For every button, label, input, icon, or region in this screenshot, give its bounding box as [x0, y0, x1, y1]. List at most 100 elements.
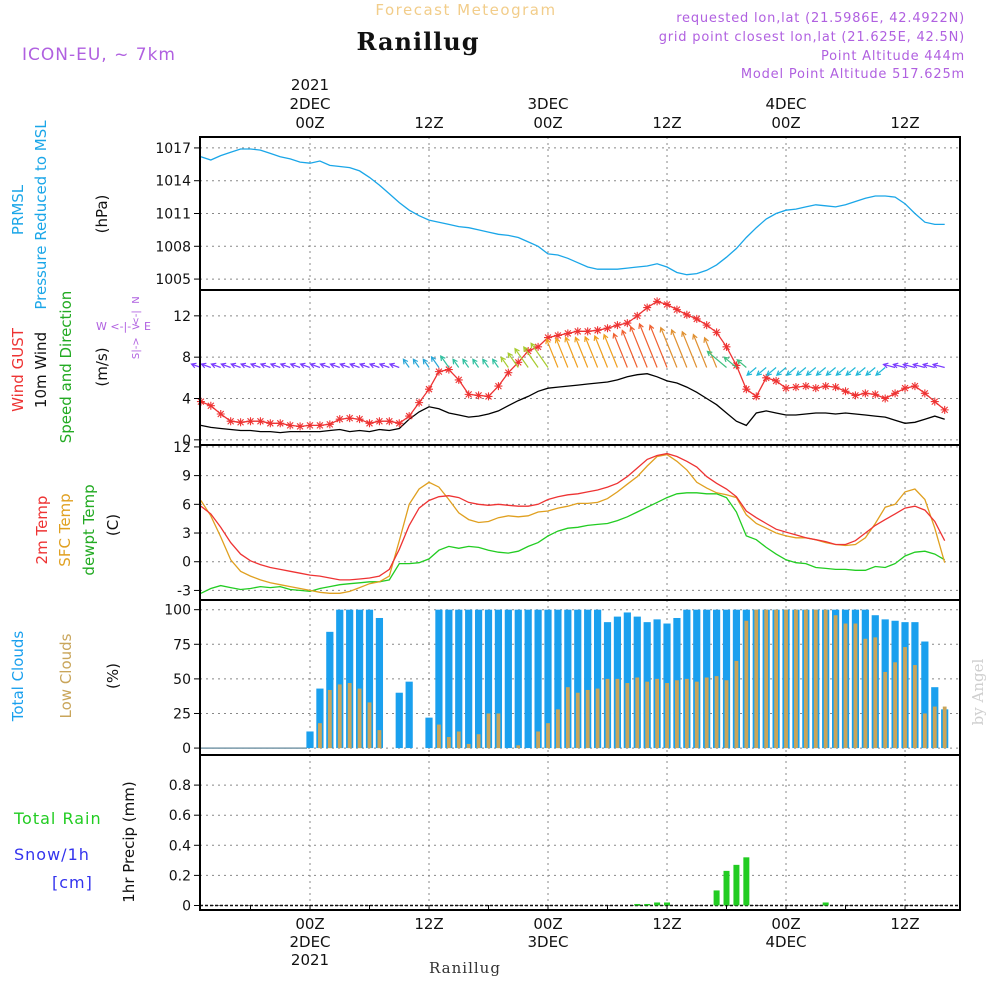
wind-direction-arrow — [412, 358, 420, 368]
low-cloud-bar — [466, 743, 471, 749]
gust-marker — [821, 382, 830, 391]
wind-direction-arrow — [530, 342, 549, 368]
total-cloud-bar — [693, 609, 701, 749]
wind-direction-arrow — [629, 325, 648, 368]
wind-direction-arrow — [440, 354, 450, 368]
compass-s-stem: |-> — [131, 337, 142, 352]
low-cloud-bar — [585, 689, 590, 749]
compass-n: N — [131, 296, 142, 303]
wind-direction-arrow — [523, 345, 539, 368]
wind-direction-arrow — [765, 367, 777, 377]
top-time-label: 00Z — [771, 114, 800, 132]
compass-n-stem: <-| — [131, 310, 142, 325]
low-cloud-bar — [873, 637, 878, 749]
low-cloud-bar — [833, 615, 838, 749]
low-cloud-bar — [684, 678, 689, 749]
total-cloud-bar — [564, 609, 572, 749]
top-time-label: 4DEC — [765, 95, 806, 113]
wind-direction-arrow — [422, 358, 430, 368]
gust-marker — [573, 327, 582, 336]
low-cloud-bar — [496, 713, 501, 749]
wind-direction-arrow — [279, 362, 291, 369]
low-cloud-bar — [803, 609, 808, 749]
pressure-title-2: Pressure Reduced to MSL — [32, 120, 50, 310]
gust-marker — [772, 376, 781, 385]
gust-marker — [454, 375, 463, 384]
total-rain-title: Total Rain — [13, 809, 102, 828]
low-cloud-bar — [595, 688, 600, 749]
wind-direction-arrow — [902, 362, 916, 369]
rain-bar — [822, 902, 829, 906]
y-tick-label: 0 — [182, 741, 191, 757]
low-cloud-bar — [546, 723, 550, 749]
temp-sfc-title: SFC Temp — [56, 493, 74, 566]
wind-direction-arrow — [892, 362, 906, 369]
y-tick-label: 9 — [182, 469, 191, 485]
y-tick-label: 3 — [182, 526, 191, 542]
y-tick-label: 1014 — [155, 174, 191, 190]
total-cloud-bar — [544, 609, 552, 749]
total-cloud-bar — [593, 609, 602, 749]
wind-gust-title: Wind GUST — [9, 327, 27, 412]
gust-marker — [702, 321, 711, 330]
gust-marker — [583, 327, 592, 336]
wind-direction-arrow — [638, 322, 658, 368]
wind-direction-arrow — [681, 330, 698, 368]
gust-marker — [553, 331, 562, 340]
low-cloud-bar — [437, 724, 441, 749]
gust-marker — [206, 401, 215, 410]
gust-marker — [623, 319, 632, 328]
wind-direction-arrow — [706, 350, 727, 368]
low-cloud-bar — [853, 623, 858, 749]
y-tick-label: 12 — [173, 440, 191, 456]
wind-direction-arrow — [402, 358, 410, 368]
gust-marker — [256, 417, 265, 426]
wind-direction-arrow — [554, 337, 569, 368]
low-cloud-bar — [675, 680, 679, 749]
rain-bar — [733, 864, 740, 906]
low-cloud-bar — [516, 745, 521, 749]
total-cloud-bar — [494, 609, 503, 749]
gust-marker — [891, 389, 900, 398]
low-cloud-bar — [377, 730, 382, 749]
cloud-panel-labels: Total Clouds Low Clouds (%) — [9, 631, 122, 723]
gust-marker — [266, 419, 275, 428]
wind-speed-title: Speed and Direction — [57, 291, 75, 444]
bottom-time-label: 2DEC — [289, 933, 330, 951]
gust-marker — [504, 368, 513, 377]
top-time-label: 00Z — [533, 114, 562, 132]
wind-direction-arrow — [659, 326, 678, 368]
wind-direction-arrow — [574, 336, 589, 368]
gust-marker — [226, 417, 235, 426]
bottom-time-label: 12Z — [652, 915, 681, 933]
rain-bar — [664, 902, 671, 906]
total-cloud-bar — [722, 609, 731, 749]
requested-coords: requested lon,lat (21.5986E, 42.4922N) — [676, 11, 965, 26]
gust-marker — [663, 300, 672, 309]
wind-direction-arrow — [875, 367, 886, 377]
wind-10m-title: 10m Wind — [32, 332, 50, 408]
gust-marker — [692, 314, 701, 323]
compass-s: S — [131, 353, 142, 359]
total-cloud-bar — [435, 609, 443, 749]
gust-marker — [385, 417, 394, 426]
gust-marker — [375, 417, 384, 426]
wind-direction-arrow — [378, 362, 390, 369]
gust-marker — [871, 390, 880, 399]
gust-marker — [603, 324, 612, 333]
bottom-time-label: 2021 — [291, 951, 329, 969]
gust-marker — [930, 397, 939, 406]
bottom-time-label: 00Z — [771, 915, 800, 933]
wind-direction-arrow — [931, 362, 945, 369]
compass-we: W <-|-> E — [96, 320, 151, 333]
gust-marker — [236, 418, 245, 427]
low-cloud-bar — [565, 687, 570, 749]
y-tick-label: 4 — [182, 392, 191, 408]
low-cloud-bar — [655, 678, 659, 749]
wind-direction-arrow — [220, 362, 231, 369]
product-title: Forecast Meteogram — [375, 1, 556, 19]
total-cloud-bar — [504, 609, 512, 749]
wind-direction-arrow — [775, 367, 787, 377]
gust-marker — [940, 405, 949, 414]
gust-marker — [425, 385, 434, 394]
